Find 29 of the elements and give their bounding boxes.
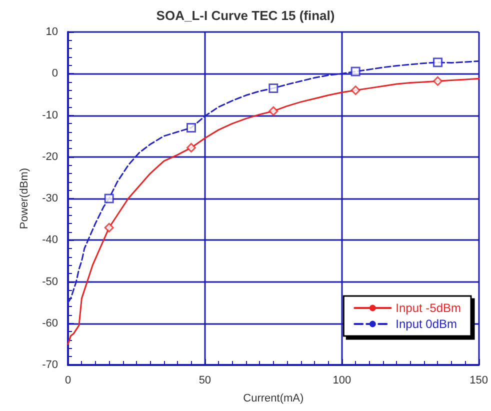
point (432, 58, 442, 68)
line-series (67, 78, 480, 345)
y-tick-label: -40 (42, 234, 58, 246)
point (432, 76, 442, 86)
legend-label: Input -5dBm (396, 301, 462, 315)
y-tick-label: -20 (42, 150, 58, 163)
chart-title: SOA_L-I Curve TEC 15 (final) (156, 8, 335, 23)
y-tick-label: 0 (52, 68, 58, 80)
x-axis-title: Current(mA) (243, 392, 304, 404)
y-tick-label: -60 (42, 317, 58, 330)
point (104, 222, 114, 232)
point (104, 194, 114, 204)
point (350, 86, 360, 96)
x-tick-label: 50 (198, 374, 212, 386)
y-tick-label: 10 (46, 26, 58, 38)
point (268, 106, 278, 116)
y-tick-label: -70 (42, 359, 58, 371)
x-tick-label: 0 (64, 374, 72, 386)
legend-label: Input 0dBm (396, 317, 458, 331)
point (350, 66, 360, 76)
y-axis-title: Power(dBm) (18, 168, 30, 230)
point (186, 122, 196, 132)
x-tick-label: 150 (470, 374, 488, 386)
y-tick-label: -10 (42, 109, 58, 122)
y-tick-label: -50 (42, 276, 58, 288)
point (186, 142, 196, 152)
x-tick-label: 100 (332, 374, 352, 386)
y-tick-label: -30 (42, 192, 58, 204)
point (268, 83, 278, 93)
